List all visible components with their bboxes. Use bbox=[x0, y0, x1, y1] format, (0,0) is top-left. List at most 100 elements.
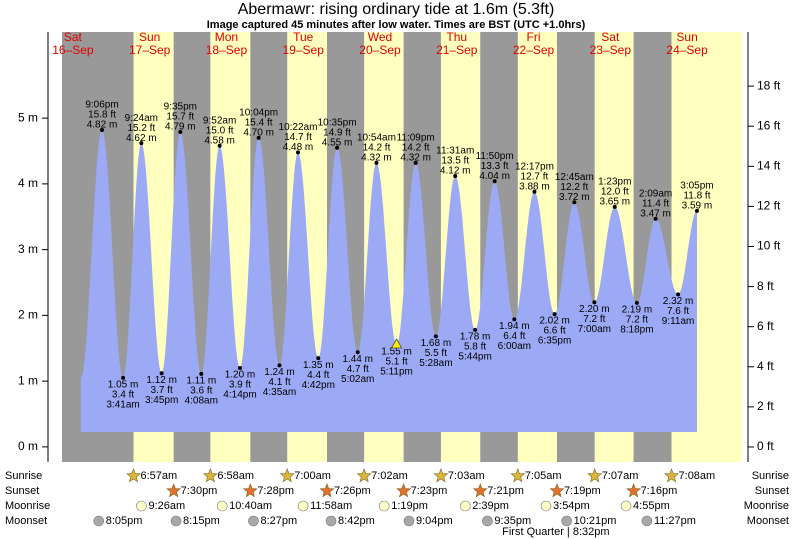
low-tide-label: 1.55 m bbox=[381, 347, 412, 358]
low-tide-label: 4:08am bbox=[185, 396, 218, 407]
moonset-icon bbox=[248, 515, 259, 527]
moonrise-icon bbox=[297, 500, 309, 512]
low-tide-label: 1.20 m bbox=[225, 370, 256, 381]
chart-title: Abermawr: rising ordinary tide at 1.6m (… bbox=[238, 1, 555, 18]
row-label: Sunset bbox=[755, 485, 789, 497]
sunset-time: 7:16pm bbox=[641, 485, 678, 497]
high-tide-label: 10:22am bbox=[279, 122, 318, 133]
tide-point bbox=[433, 334, 438, 339]
tide-point bbox=[374, 160, 379, 165]
high-tide-label: 4.32 m bbox=[361, 152, 392, 163]
high-tide-label: 4.62 m bbox=[126, 133, 157, 144]
high-tide-label: 4.70 m bbox=[243, 127, 274, 138]
now-marker bbox=[390, 338, 403, 349]
high-tide-label: 9:24am bbox=[125, 113, 158, 124]
day-weekday: Sun bbox=[676, 30, 697, 44]
low-tide-label: 4:42pm bbox=[302, 380, 335, 391]
sunset-time: 7:21pm bbox=[487, 485, 524, 497]
moonrise-time: 2:39pm bbox=[472, 500, 509, 512]
low-tide-label: 3:41am bbox=[106, 399, 139, 410]
low-tide-label: 2.32 m bbox=[663, 296, 694, 307]
moonrise-icon bbox=[216, 500, 228, 512]
day-weekday: Sat bbox=[601, 30, 620, 44]
moonrise-icon bbox=[459, 500, 471, 512]
moonrise-time: 1:19pm bbox=[391, 500, 428, 512]
low-tide-label: 6.6 ft bbox=[543, 326, 565, 337]
y2-tick-label: 12 ft bbox=[757, 199, 781, 213]
tide-point bbox=[552, 312, 557, 317]
tide-point bbox=[653, 216, 658, 221]
high-tide-label: 11:50pm bbox=[476, 151, 514, 162]
y2-tick-label: 10 ft bbox=[757, 239, 781, 253]
moonrise-icon bbox=[378, 500, 390, 512]
y2-tick-label: 4 ft bbox=[757, 359, 774, 373]
y-tick-label: 3 m bbox=[18, 242, 38, 256]
row-label: Sunrise bbox=[5, 470, 42, 482]
low-tide-label: 2.20 m bbox=[579, 304, 610, 315]
low-tide-label: 5:02am bbox=[341, 374, 374, 385]
high-tide-label: 14.9 ft bbox=[323, 127, 351, 138]
day-date: 17–Sep bbox=[129, 43, 171, 57]
tide-point bbox=[295, 150, 300, 155]
sunset-time: 7:23pm bbox=[411, 485, 448, 497]
moonset-time: 9:35pm bbox=[494, 515, 531, 527]
sunrise-icon bbox=[356, 468, 372, 483]
tide-point bbox=[676, 292, 681, 297]
low-tide-label: 1.44 m bbox=[342, 354, 373, 365]
chart-subtitle: Image captured 45 minutes after low wate… bbox=[207, 19, 586, 31]
sunrise-icon bbox=[126, 468, 142, 483]
day-date: 22–Sep bbox=[513, 43, 555, 57]
tide-point bbox=[355, 350, 360, 355]
low-tide-label: 2.19 m bbox=[622, 305, 653, 316]
moonrise-time: 10:40am bbox=[229, 500, 272, 512]
plot-area bbox=[80, 32, 742, 462]
sunrise-time: 7:02am bbox=[371, 470, 408, 482]
sunset-icon bbox=[396, 483, 412, 498]
sunset-icon bbox=[472, 483, 488, 498]
high-tide-label: 4.04 m bbox=[479, 171, 510, 182]
moonset-icon bbox=[482, 515, 493, 527]
high-tide-label: 11:31am bbox=[436, 146, 474, 157]
tide-point bbox=[532, 189, 537, 194]
sunrise-time: 7:08am bbox=[679, 470, 716, 482]
high-tide-label: 3.65 m bbox=[599, 197, 630, 208]
moonset-time: 11:27pm bbox=[654, 515, 696, 527]
sunset-icon bbox=[166, 483, 182, 498]
row-label: Sunrise bbox=[752, 470, 789, 482]
y2-tick-label: 0 ft bbox=[757, 439, 774, 453]
sunrise-icon bbox=[510, 468, 526, 483]
sunrise-icon bbox=[279, 468, 295, 483]
row-label: Sunset bbox=[5, 485, 39, 497]
low-tide-label: 3.7 ft bbox=[151, 385, 173, 396]
low-tide-label: 3.9 ft bbox=[229, 380, 251, 391]
sunrise-icon bbox=[664, 468, 680, 483]
high-tide-label: 10:54am bbox=[357, 132, 396, 143]
low-tide-label: 1.78 m bbox=[460, 331, 491, 342]
high-tide-label: 15.0 ft bbox=[206, 125, 234, 136]
sunset-icon bbox=[549, 483, 565, 498]
day-weekday: Thu bbox=[446, 30, 467, 44]
sunrise-time: 7:07am bbox=[602, 470, 639, 482]
tide-point bbox=[256, 135, 261, 140]
y-tick-label: 5 m bbox=[18, 110, 38, 124]
sunrise-time: 6:57am bbox=[141, 470, 178, 482]
moonset-icon bbox=[170, 515, 182, 527]
low-tide-label: 7.6 ft bbox=[667, 306, 689, 317]
high-tide-label: 9:52am bbox=[203, 115, 236, 126]
high-tide-label: 4.48 m bbox=[283, 142, 314, 153]
y-tick-label: 0 m bbox=[18, 439, 38, 453]
y2-tick-label: 14 ft bbox=[757, 158, 781, 172]
high-tide-label: 15.8 ft bbox=[88, 110, 116, 121]
high-tide-label: 3.47 m bbox=[640, 208, 671, 219]
high-tide-label: 14.2 ft bbox=[402, 142, 430, 153]
day-weekday: Wed bbox=[368, 30, 392, 44]
tide-point bbox=[159, 371, 164, 376]
moonrise-icon bbox=[136, 500, 147, 512]
day-weekday: Sun bbox=[139, 30, 160, 44]
high-tide-label: 15.4 ft bbox=[245, 117, 273, 128]
sunrise-icon bbox=[587, 468, 603, 483]
high-tide-label: 9:06pm bbox=[85, 100, 118, 111]
tide-point bbox=[694, 208, 699, 213]
tide-point bbox=[335, 145, 340, 150]
low-tide-label: 8:18pm bbox=[620, 325, 653, 336]
